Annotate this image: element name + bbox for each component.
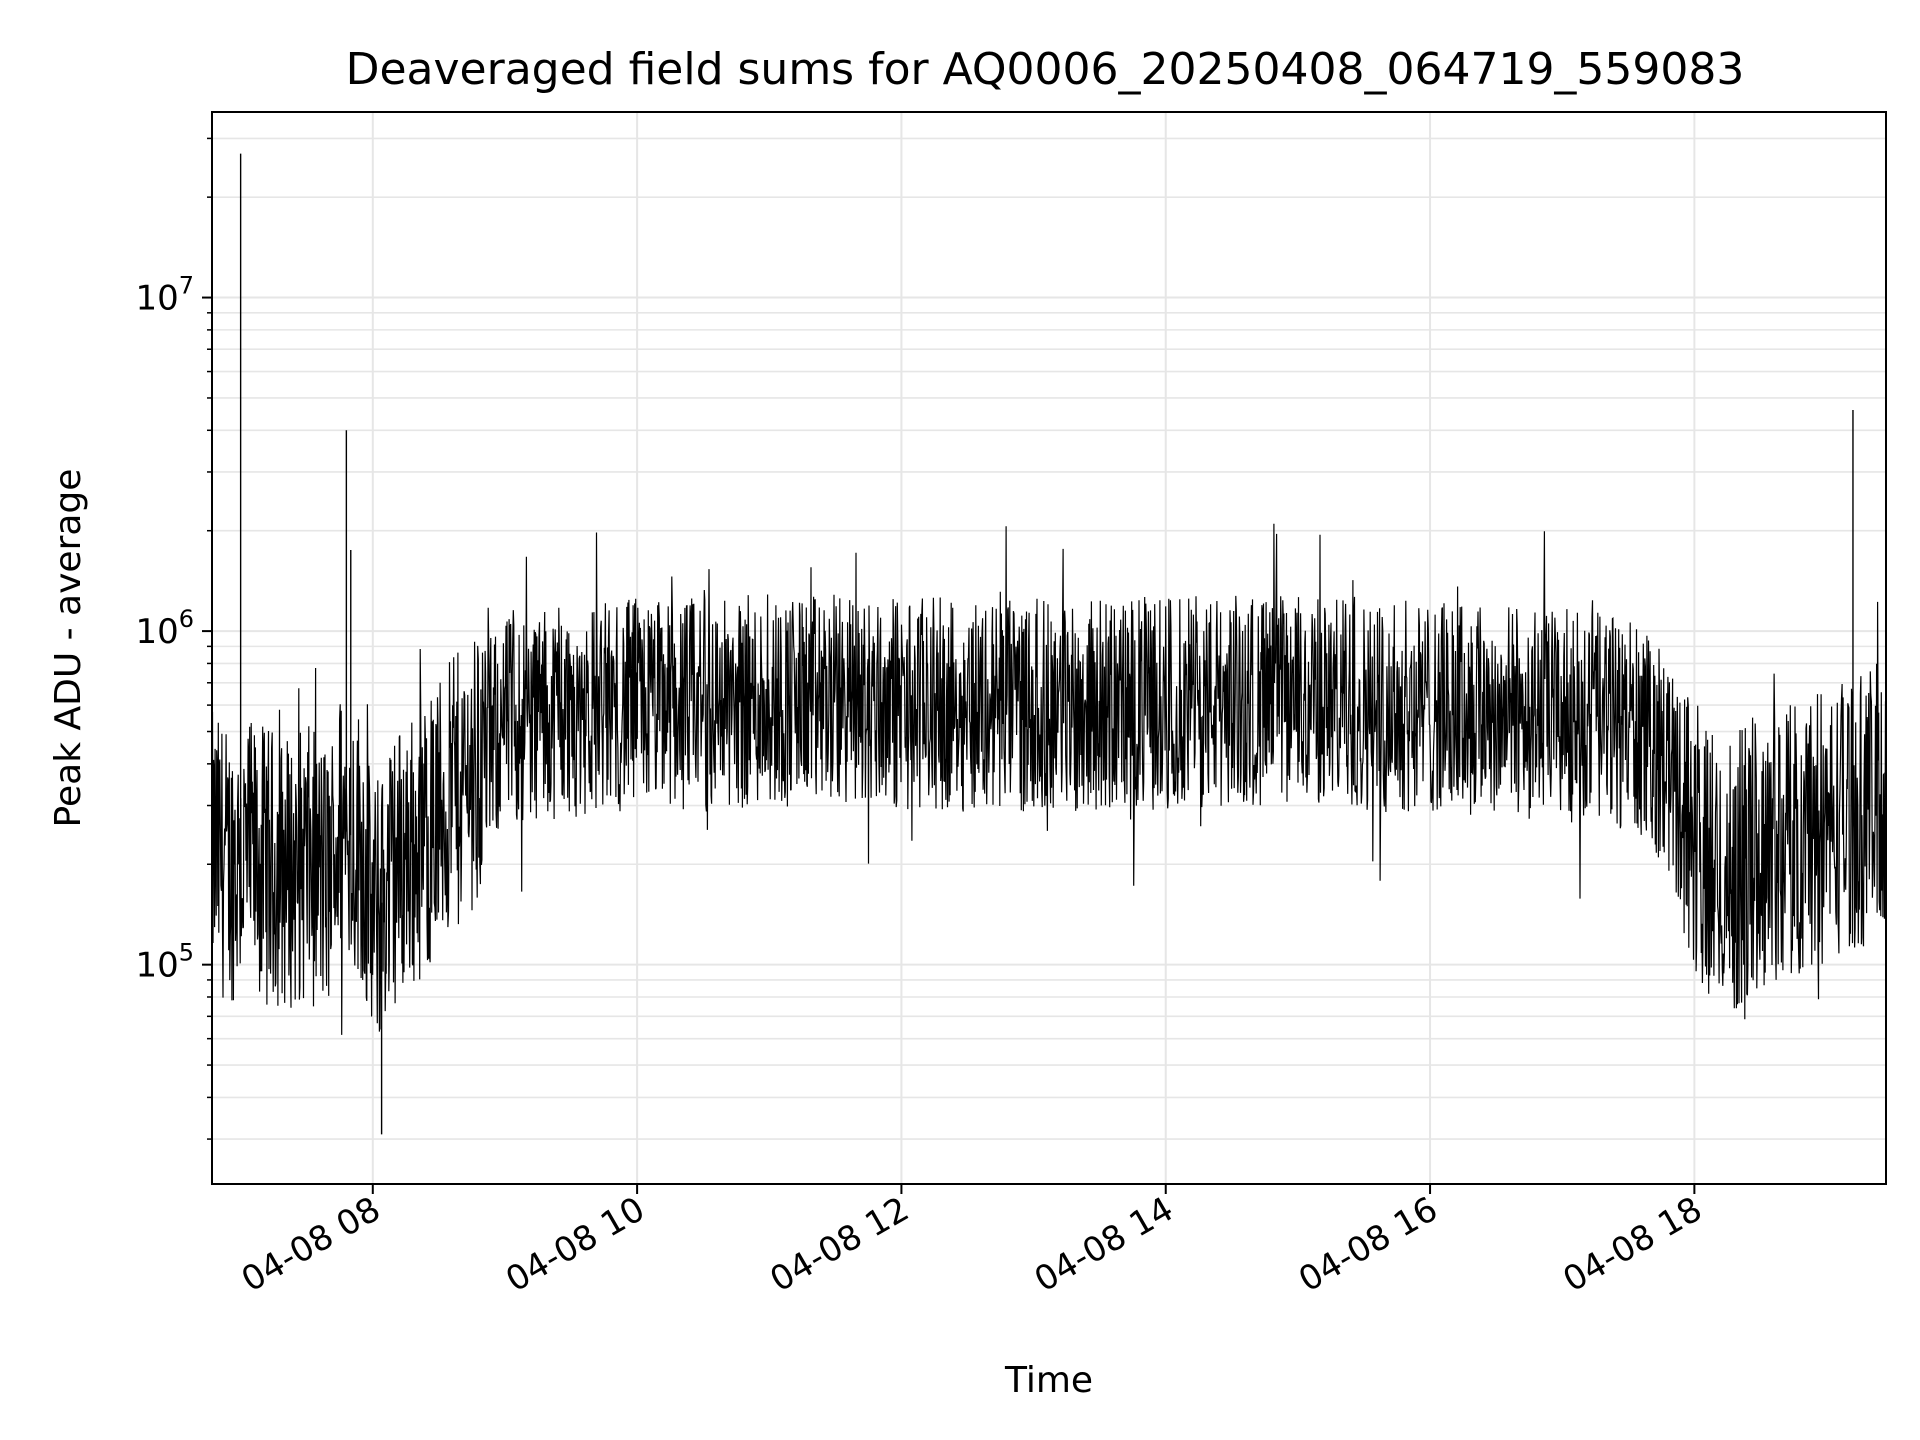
series-line	[212, 523, 1886, 1035]
y-axis-label: Peak ADU - average	[48, 469, 89, 828]
y-axis: 105 106 107	[135, 137, 212, 1140]
plot-area	[212, 153, 1886, 1135]
y-tick-label: 106	[135, 605, 194, 652]
spike-lines	[239, 153, 1854, 1135]
y-tick-label: 107	[135, 272, 194, 319]
chart-title: Deaveraged field sums for AQ0006_2025040…	[346, 44, 1745, 95]
axes-frame	[211, 111, 1887, 1185]
y-tick-label: 105	[135, 939, 194, 986]
x-axis-label: Time	[1004, 1360, 1093, 1401]
